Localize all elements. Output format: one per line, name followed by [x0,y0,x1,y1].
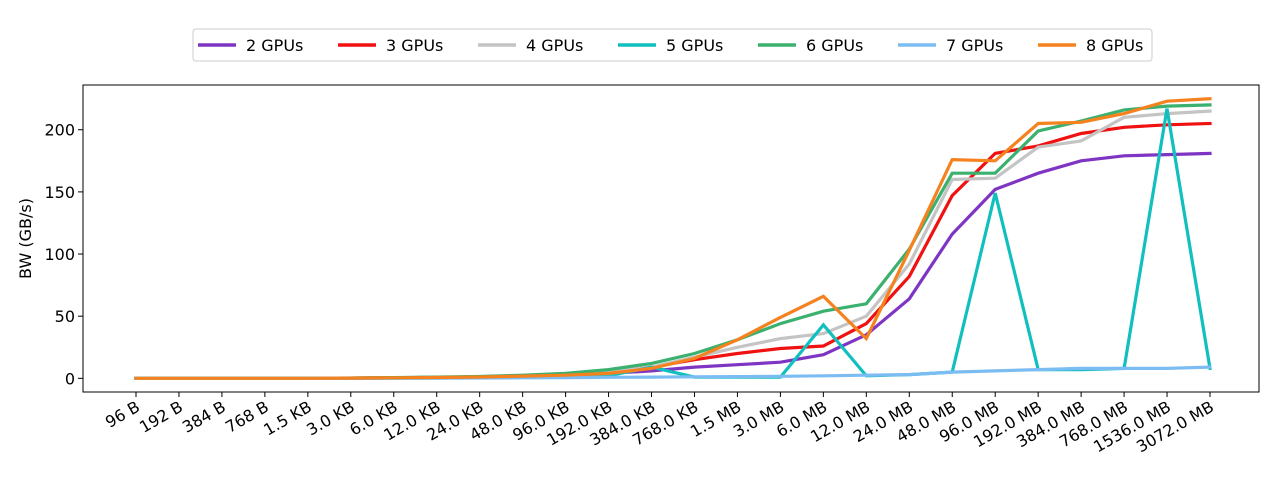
legend-item-4-gpus: 4 GPUs [478,36,583,55]
y-tick-label: 50 [55,307,75,326]
series-line-5-gpus [134,108,1212,380]
legend-item-8-gpus: 8 GPUs [1038,36,1143,55]
legend-item-5-gpus: 5 GPUs [618,36,723,55]
legend-item-3-gpus: 3 GPUs [338,36,443,55]
x-tick-label: 96 B [102,397,143,432]
legend-item-6-gpus: 6 GPUs [758,36,863,55]
legend-item-2-gpus: 2 GPUs [198,36,303,55]
y-tick-label: 0 [65,369,75,388]
series-line-3-gpus [134,121,1212,380]
y-axis-label: BW (GB/s) [16,198,35,279]
x-tick-label: 192 B [136,397,186,437]
x-tick-label: 384 B [179,397,229,437]
legend-label: 4 GPUs [526,36,583,55]
series-line-8-gpus [134,97,1212,380]
series-line-4-gpus [134,109,1212,380]
legend-label: 3 GPUs [386,36,443,55]
legend-label: 6 GPUs [806,36,863,55]
y-tick-label: 100 [44,245,75,264]
x-tick-label: 3.0 KB [303,397,358,439]
plot-lines [134,97,1212,380]
legend-label: 2 GPUs [246,36,303,55]
legend-box [192,28,1153,62]
legend-item-7-gpus: 7 GPUs [898,36,1003,55]
y-tick-label: 150 [44,183,75,202]
legend-label: 5 GPUs [666,36,723,55]
y-axis: 0 50 100 150 200 [44,121,83,388]
legend-label: 8 GPUs [1086,36,1143,55]
y-tick-label: 200 [44,121,75,140]
x-tick-label: 1.5 KB [260,397,315,439]
legend: 2 GPUs 3 GPUs 4 GPUs 5 GPUs 6 GPUs 7 GPUs 8 GP… [192,28,1153,62]
legend-label: 7 GPUs [946,36,1003,55]
plot-frame [82,84,1260,393]
series-line-2-gpus [134,151,1212,380]
